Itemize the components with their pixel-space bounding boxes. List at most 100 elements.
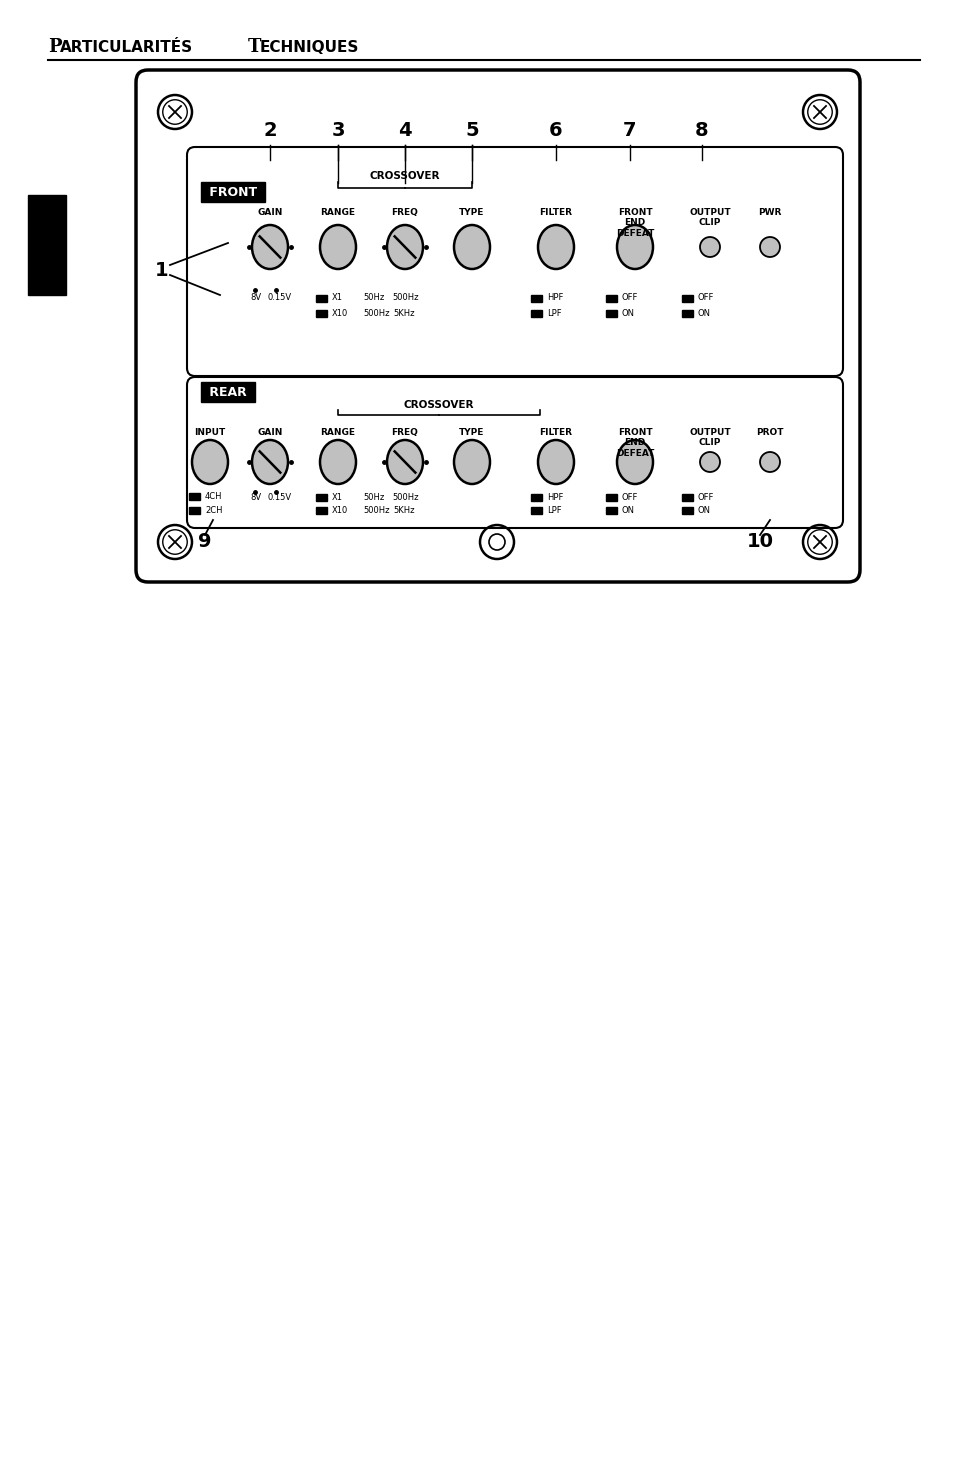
Text: RANGE: RANGE [320, 428, 355, 437]
Ellipse shape [454, 226, 490, 268]
Text: 50Hz: 50Hz [363, 294, 384, 302]
Text: 50Hz: 50Hz [363, 494, 384, 503]
Ellipse shape [252, 226, 288, 268]
Text: 0.15V: 0.15V [268, 294, 292, 302]
Text: 9: 9 [198, 532, 212, 552]
Ellipse shape [252, 440, 288, 484]
Text: 8: 8 [695, 121, 708, 140]
Ellipse shape [387, 226, 422, 268]
Text: 8V: 8V [250, 294, 261, 302]
Text: X1: X1 [332, 294, 343, 302]
Text: OFF: OFF [621, 494, 638, 503]
FancyBboxPatch shape [187, 148, 842, 376]
Text: OUTPUT
CLIP: OUTPUT CLIP [688, 428, 730, 447]
Text: INPUT: INPUT [194, 428, 226, 437]
Bar [606, 507, 617, 515]
Text: 4CH: 4CH [205, 493, 222, 502]
Bar [606, 310, 617, 317]
Text: ON: ON [621, 506, 635, 515]
Text: LPF: LPF [546, 506, 561, 515]
Text: 1: 1 [155, 261, 169, 279]
Bar [606, 295, 617, 301]
Ellipse shape [192, 440, 228, 484]
Bar [190, 507, 200, 515]
Text: OUTPUT
CLIP: OUTPUT CLIP [688, 208, 730, 227]
Text: 5KHz: 5KHz [393, 308, 414, 317]
Text: FRONT: FRONT [205, 186, 261, 199]
Text: ON: ON [698, 308, 710, 317]
Text: 2: 2 [263, 121, 276, 140]
Text: TYPE: TYPE [458, 208, 484, 217]
Ellipse shape [617, 440, 652, 484]
Text: FILTER: FILTER [539, 208, 572, 217]
Bar [681, 507, 693, 515]
Circle shape [760, 451, 780, 472]
Text: ARTICULARITÉS: ARTICULARITÉS [60, 40, 193, 55]
Text: FREQ: FREQ [391, 208, 418, 217]
Text: X1: X1 [332, 494, 343, 503]
Text: OFF: OFF [621, 294, 638, 302]
Text: PROT: PROT [756, 428, 783, 437]
Text: P: P [48, 38, 62, 56]
Text: GAIN: GAIN [257, 428, 282, 437]
Text: 5: 5 [465, 121, 478, 140]
Ellipse shape [319, 440, 355, 484]
Text: CROSSOVER: CROSSOVER [370, 171, 439, 181]
Text: HPF: HPF [546, 494, 563, 503]
Text: PWR: PWR [758, 208, 781, 217]
Text: FRONT
END
DEFEAT: FRONT END DEFEAT [616, 208, 654, 237]
Text: 500Hz: 500Hz [392, 494, 418, 503]
Bar [531, 310, 542, 317]
FancyBboxPatch shape [136, 69, 859, 583]
Bar [531, 507, 542, 515]
Text: 10: 10 [745, 532, 773, 552]
Text: FREQ: FREQ [391, 428, 418, 437]
Ellipse shape [537, 440, 574, 484]
Bar [316, 507, 327, 515]
FancyBboxPatch shape [187, 378, 842, 528]
Text: X10: X10 [332, 506, 348, 515]
Text: 500Hz: 500Hz [392, 294, 418, 302]
Ellipse shape [617, 226, 652, 268]
Ellipse shape [387, 440, 422, 484]
Bar [316, 310, 327, 317]
Text: 6: 6 [549, 121, 562, 140]
Text: 500Hz: 500Hz [363, 506, 389, 515]
Text: HPF: HPF [546, 294, 563, 302]
Circle shape [700, 237, 720, 257]
Bar [316, 295, 327, 301]
Bar [681, 494, 693, 502]
Text: 0.15V: 0.15V [268, 494, 292, 503]
Text: 8V: 8V [250, 494, 261, 503]
Text: X10: X10 [332, 308, 348, 317]
Text: T: T [248, 38, 261, 56]
Text: 5KHz: 5KHz [393, 506, 414, 515]
Text: LPF: LPF [546, 308, 561, 317]
Text: ON: ON [698, 506, 710, 515]
Text: FILTER: FILTER [539, 428, 572, 437]
Bar [606, 494, 617, 502]
Text: 3: 3 [331, 121, 344, 140]
Bar [681, 310, 693, 317]
Text: 7: 7 [622, 121, 636, 140]
Text: FRONT
END
DEFEAT: FRONT END DEFEAT [616, 428, 654, 457]
Bar [531, 494, 542, 502]
Bar [531, 295, 542, 301]
Text: ON: ON [621, 308, 635, 317]
Bar [316, 494, 327, 502]
Ellipse shape [454, 440, 490, 484]
Bar [190, 494, 200, 500]
Text: REAR: REAR [205, 385, 251, 398]
Text: 500Hz: 500Hz [363, 308, 389, 317]
Text: CROSSOVER: CROSSOVER [403, 400, 474, 410]
Text: OFF: OFF [698, 494, 714, 503]
Text: 4: 4 [397, 121, 412, 140]
Text: ECHNIQUES: ECHNIQUES [260, 40, 359, 55]
Text: OFF: OFF [698, 294, 714, 302]
Circle shape [700, 451, 720, 472]
Bar [681, 295, 693, 301]
Text: 2CH: 2CH [205, 506, 222, 515]
Bar [28, 195, 66, 295]
Text: RANGE: RANGE [320, 208, 355, 217]
Circle shape [760, 237, 780, 257]
